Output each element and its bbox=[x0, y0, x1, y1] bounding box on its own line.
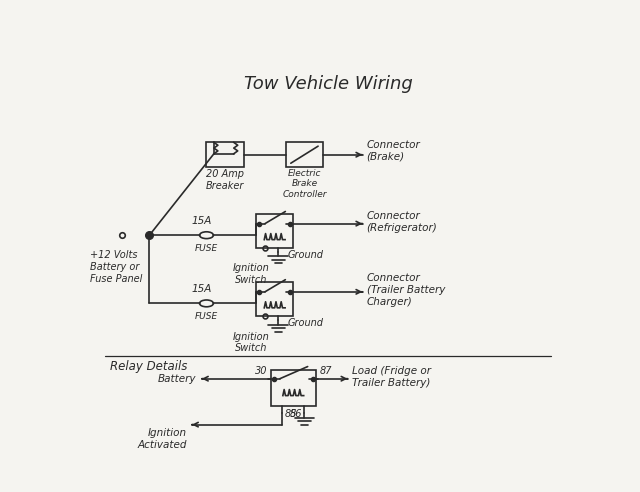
Text: Connector
(Trailer Battery
Charger): Connector (Trailer Battery Charger) bbox=[367, 273, 445, 307]
Text: 85: 85 bbox=[285, 409, 297, 419]
Bar bbox=[256, 282, 293, 316]
Text: 86: 86 bbox=[289, 409, 302, 419]
Text: Load (Fridge or
Trailer Battery): Load (Fridge or Trailer Battery) bbox=[352, 366, 431, 388]
Text: Ground: Ground bbox=[287, 318, 323, 328]
Bar bbox=[256, 214, 293, 248]
Text: 30: 30 bbox=[255, 366, 267, 376]
Text: +12 Volts
Battery or
Fuse Panel: +12 Volts Battery or Fuse Panel bbox=[90, 250, 142, 283]
Text: 15A: 15A bbox=[191, 215, 212, 226]
Text: Ignition
Switch: Ignition Switch bbox=[233, 332, 269, 353]
Bar bbox=[271, 369, 316, 406]
Bar bbox=[207, 142, 244, 167]
Text: Ignition
Activated: Ignition Activated bbox=[137, 429, 187, 450]
Text: 15A: 15A bbox=[191, 284, 212, 294]
Text: Relay Details: Relay Details bbox=[110, 360, 187, 373]
Text: Connector
(Brake): Connector (Brake) bbox=[367, 140, 420, 162]
Text: 87: 87 bbox=[319, 366, 332, 376]
Text: Battery: Battery bbox=[158, 374, 196, 384]
Text: Tow Vehicle Wiring: Tow Vehicle Wiring bbox=[244, 75, 412, 92]
Text: Ground: Ground bbox=[287, 250, 323, 260]
Text: Electric
Brake
Controller: Electric Brake Controller bbox=[282, 169, 326, 199]
Text: FUSE: FUSE bbox=[195, 312, 218, 321]
Text: 20 Amp
Breaker: 20 Amp Breaker bbox=[206, 169, 244, 190]
Text: Ignition
Switch: Ignition Switch bbox=[233, 263, 269, 285]
Bar bbox=[286, 142, 323, 167]
Text: FUSE: FUSE bbox=[195, 244, 218, 252]
Text: Connector
(Refrigerator): Connector (Refrigerator) bbox=[367, 211, 437, 233]
